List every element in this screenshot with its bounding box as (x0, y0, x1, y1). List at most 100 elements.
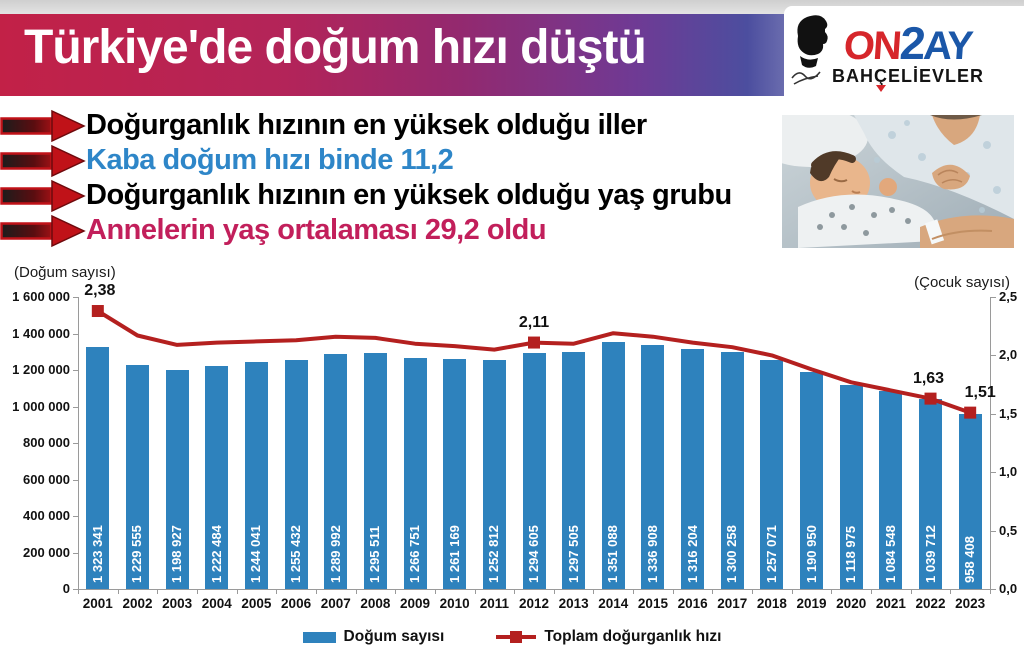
x-tick-label: 2004 (201, 596, 232, 611)
x-tick-mark (752, 590, 754, 594)
y-tick-label-left: 400 000 (23, 508, 70, 523)
logo-wordmark: ON2AY (842, 17, 974, 69)
bar-value-label: 1 316 204 (684, 525, 700, 583)
x-tick-label: 2003 (162, 596, 193, 611)
y-tick-label-left: 1 400 000 (12, 325, 70, 341)
bullet-row: Doğurganlık hızının en yüksek olduğu ill… (0, 108, 780, 143)
bar-value-label: 1 336 908 (644, 525, 660, 583)
x-tick-mark (712, 590, 714, 594)
top-strip (0, 0, 1024, 14)
y-tick-mark (991, 413, 996, 415)
x-tick-label: 2019 (796, 596, 827, 611)
bar-value-label: 1 323 341 (89, 525, 105, 583)
x-tick-label: 2006 (281, 596, 312, 611)
x-tick-label: 2007 (320, 596, 351, 611)
y-tick-label-left: 0 (62, 581, 70, 596)
x-tick-mark (871, 590, 873, 594)
bar (443, 358, 467, 589)
line-point-label: 2,38 (84, 282, 116, 300)
x-tick-mark (593, 590, 595, 594)
legend-bar-swatch (302, 631, 336, 643)
bar-value-label: 1 255 432 (288, 525, 304, 583)
bullet-text: Annelerin yaş ortalaması 29,2 oldu (86, 214, 547, 246)
bar (165, 370, 189, 589)
y-tick-label-right: 0,5 (999, 522, 1018, 538)
chart-legend: Doğum sayısı Toplam doğurganlık hızı (0, 628, 1024, 646)
bar-value-label: 1 257 071 (763, 525, 779, 583)
x-tick-mark (78, 590, 79, 594)
y-tick-mark (73, 297, 78, 298)
page-title: Türkiye'de doğum hızı düştü (24, 21, 647, 74)
bullet-text: Doğurganlık hızının en yüksek olduğu ill… (86, 109, 647, 141)
bar (879, 391, 903, 589)
x-tick-mark (196, 590, 198, 594)
x-tick-label: 2012 (518, 596, 550, 611)
line-marker (91, 305, 104, 318)
bar (125, 364, 149, 589)
x-tick-label: 2015 (637, 596, 668, 611)
bar-value-label: 1 295 511 (367, 525, 383, 583)
x-tick-mark (791, 590, 793, 594)
x-tick-mark (276, 590, 278, 594)
bar-value-label: 1 300 258 (724, 525, 740, 583)
arrow-icon (0, 214, 86, 247)
x-tick-label: 2020 (836, 596, 867, 611)
arrow-icon (0, 109, 86, 142)
x-tick-label: 2021 (875, 596, 906, 611)
legend-item: Doğum sayısı (302, 628, 444, 646)
ataturk-silhouette-icon (791, 15, 828, 85)
y-tick-label-right: 2,5 (999, 289, 1018, 304)
x-tick-mark (117, 590, 119, 594)
bar-value-label: 1 244 041 (248, 525, 264, 583)
x-tick-mark (831, 590, 833, 594)
arrow-icon (0, 144, 86, 177)
x-tick-mark (434, 590, 436, 594)
signature-icon (791, 71, 821, 85)
x-tick-label: 2005 (241, 596, 272, 611)
y-tick-label-right: 0,0 (999, 581, 1018, 596)
bar-value-label: 1 252 812 (486, 525, 502, 583)
bar-value-label: 1 118 975 (843, 525, 859, 583)
legend-label: Toplam doğurganlık hızı (544, 628, 722, 645)
x-tick-label: 2001 (82, 596, 113, 611)
bar-value-label: 958 408 (962, 536, 978, 583)
legend-line-swatch (496, 631, 537, 643)
x-tick-mark (633, 590, 635, 594)
bullet-row: Kaba doğum hızı binde 11,2 (0, 143, 780, 178)
mother-baby-photo (782, 115, 1014, 248)
x-tick-label: 2013 (558, 596, 589, 611)
y-tick-mark (73, 516, 78, 517)
bar-value-label: 1 266 751 (407, 525, 423, 583)
bar-value-label: 1 297 505 (565, 525, 581, 583)
y-tick-mark (991, 530, 996, 532)
x-tick-mark (910, 590, 912, 594)
x-tick-mark (315, 590, 317, 594)
y-tick-label-left: 200 000 (23, 544, 70, 560)
x-tick-label: 2017 (717, 596, 748, 611)
y-tick-label-left: 1 000 000 (12, 398, 70, 414)
y-tick-mark (991, 589, 996, 590)
y-tick-mark (991, 297, 996, 298)
bullet-row: Annelerin yaş ortalaması 29,2 oldu (0, 213, 780, 248)
bar-value-label: 1 261 169 (446, 525, 462, 583)
line-point-label: 1,51 (964, 383, 996, 401)
bar-value-label: 1 229 555 (129, 525, 145, 583)
bar-value-label: 1 351 088 (605, 525, 621, 583)
x-tick-mark (672, 590, 674, 594)
bar-value-label: 1 222 484 (208, 525, 224, 583)
bar (800, 371, 824, 589)
y-axis-right (990, 297, 991, 589)
bar-value-label: 1 084 548 (882, 525, 898, 583)
line-point-label: 1,63 (912, 369, 945, 387)
y-tick-mark (73, 370, 78, 371)
x-tick-mark (395, 590, 397, 594)
x-tick-label: 2011 (479, 596, 509, 611)
bar (482, 360, 506, 589)
bullet-text: Kaba doğum hızı binde 11,2 (86, 144, 454, 176)
bar (958, 414, 982, 589)
y-tick-label-right: 2,0 (999, 347, 1018, 363)
x-tick-mark (157, 590, 159, 594)
x-tick-mark (553, 590, 555, 594)
x-tick-label: 2010 (439, 596, 470, 611)
